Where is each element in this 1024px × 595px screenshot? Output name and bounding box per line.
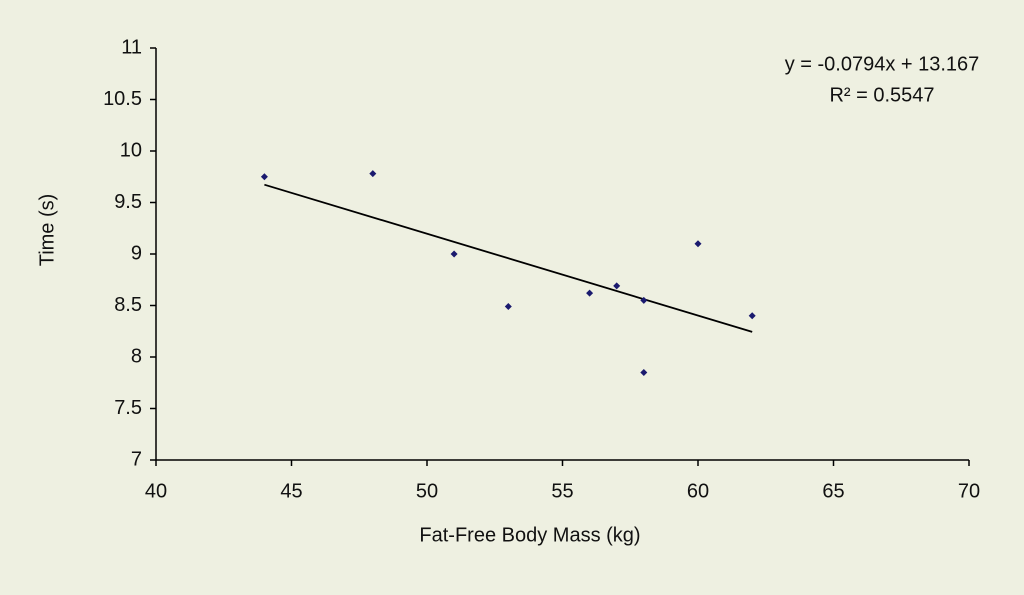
point [640, 296, 648, 304]
x-tick-label: 50 [416, 480, 438, 502]
x-tick-label: 40 [145, 480, 167, 502]
y-tick-label: 10.5 [103, 88, 142, 110]
y-tick-label: 7 [131, 448, 142, 470]
point [504, 303, 512, 311]
y-axis-label: Time (s) [36, 194, 58, 267]
y-tick-label: 8 [131, 345, 142, 367]
y-tick-label: 8.5 [114, 294, 142, 316]
trendline-equation: R² = 0.5547 [829, 84, 934, 106]
y-tick-label: 11 [121, 36, 142, 58]
x-tick-label: 55 [551, 480, 573, 502]
point [613, 282, 621, 290]
trendline-equation: y = -0.0794x + 13.167 [785, 53, 980, 75]
point [586, 289, 594, 297]
point [694, 240, 702, 248]
trendline [264, 183, 753, 333]
x-tick-label: 70 [958, 480, 980, 502]
x-tick-label: 65 [822, 480, 844, 502]
point [450, 250, 458, 258]
x-axis-label: Fat-Free Body Mass (kg) [419, 524, 640, 546]
point [369, 170, 377, 178]
y-tick-label: 7.5 [114, 397, 142, 419]
point [260, 173, 268, 181]
y-tick-label: 9.5 [114, 191, 142, 213]
point [640, 368, 648, 376]
y-tick-label: 9 [131, 242, 142, 264]
point [748, 312, 756, 320]
x-tick-label: 60 [687, 480, 709, 502]
x-tick-label: 45 [280, 480, 302, 502]
y-tick-label: 10 [120, 139, 142, 161]
